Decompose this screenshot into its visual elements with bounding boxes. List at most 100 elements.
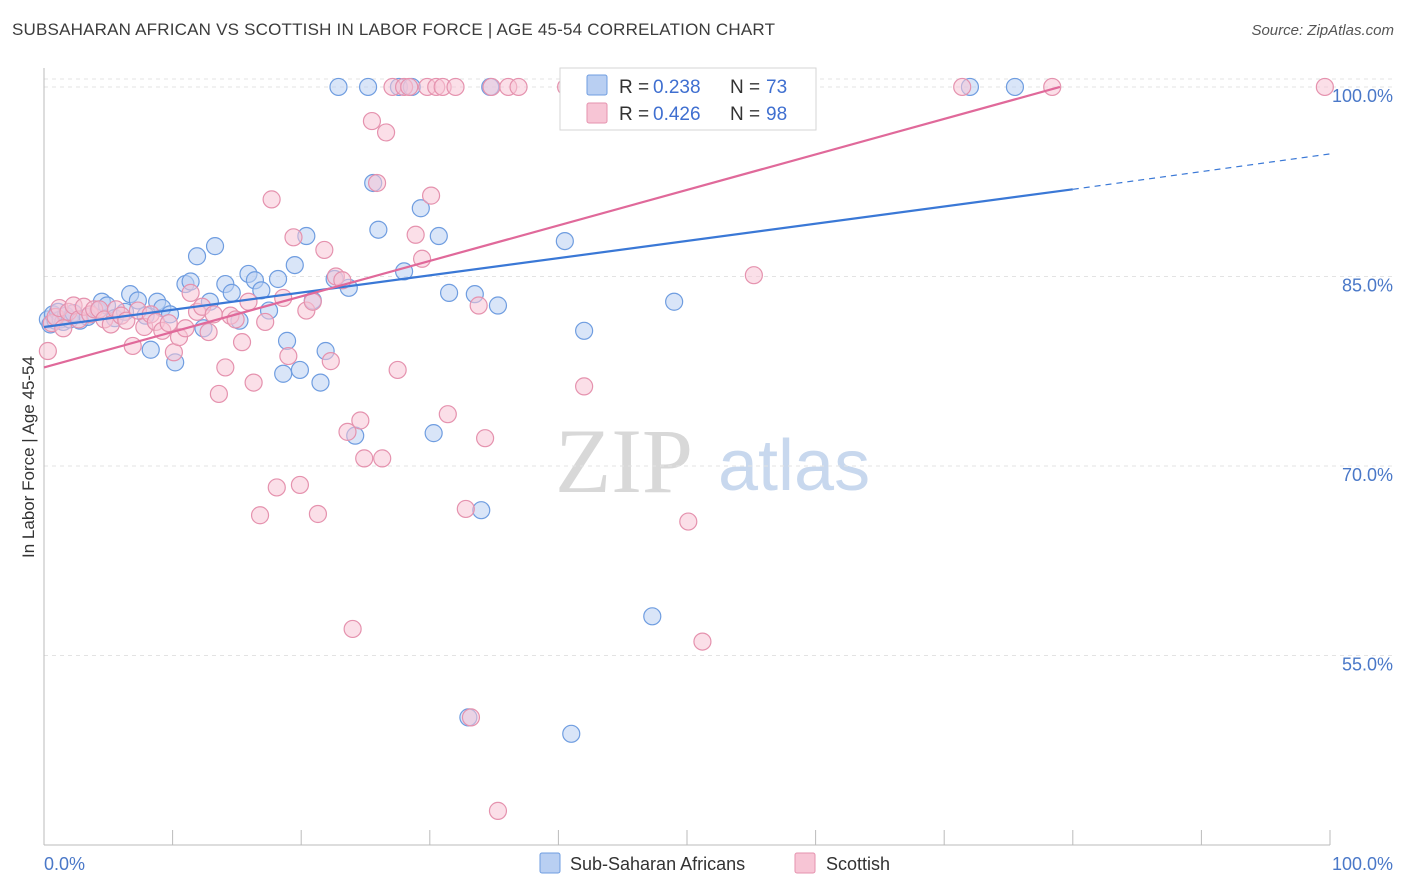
data-point [679,512,698,531]
stats-n-label-1: N = [730,77,760,98]
data-point [284,228,303,247]
data-point [421,186,441,205]
data-point [274,364,293,383]
y-tick-label: 85.0% [1342,275,1393,295]
data-point [343,619,362,639]
data-point [488,801,508,820]
data-point [1005,77,1025,97]
data-point [164,343,183,362]
data-point [406,225,425,244]
data-point [159,314,178,333]
stats-legend-swatch-blue [586,74,608,96]
data-point [575,321,594,340]
data-point [388,360,407,380]
source-label: Source: ZipAtlas.com [1251,22,1394,39]
data-point [181,283,200,302]
data-point [509,77,528,97]
data-point [488,296,508,315]
series-legend: Sub-Saharan Africans Scottish [539,852,890,874]
stats-n-value-1: 73 [766,77,787,98]
data-point [279,346,298,366]
data-point [250,506,270,525]
data-point [355,449,374,468]
data-point [285,255,304,275]
data-point [262,190,281,209]
data-point [446,77,465,97]
data-point [308,504,328,524]
data-point [439,283,459,302]
data-point [141,340,160,359]
legend-label-scottish: Scottish [826,854,890,874]
watermark: ZIP atlas [555,410,870,512]
y-tick-label: 55.0% [1342,654,1393,674]
data-point [351,411,370,430]
data-point [953,77,972,97]
data-point [311,373,330,392]
data-point [744,266,763,285]
data-point [38,341,57,361]
data-point [424,424,443,443]
y-tick-label: 70.0% [1342,465,1393,485]
data-point [123,336,142,356]
data-point [256,312,275,332]
gridlines [44,78,1393,656]
data-point [338,422,357,441]
y-axis-title: In Labor Force | Age 45-54 [19,356,38,558]
data-point [362,111,382,131]
x-tick-label-max: 100.0% [1332,854,1393,874]
data-point [290,360,310,380]
data-point [412,249,432,268]
stats-n-label-2: N = [730,104,760,125]
data-point [562,724,581,743]
data-point [205,237,225,256]
data-point [475,429,495,448]
data-point [367,173,387,193]
data-point [54,319,73,338]
data-point [575,377,594,396]
data-point [216,358,235,377]
data-point [268,269,288,289]
legend-swatch-sub-saharan [539,852,561,874]
data-point [369,220,388,239]
data-point [222,283,241,302]
data-point [461,708,481,727]
chart-title: SUBSAHARAN AFRICAN VS SCOTTISH IN LABOR … [12,20,776,39]
data-point [376,123,396,142]
data-point [411,199,430,218]
data-point [438,405,457,424]
data-point [472,501,491,520]
data-point [315,240,334,260]
data-point [277,331,297,350]
data-point [244,373,263,392]
data-point [290,475,310,495]
data-point [400,77,419,97]
data-point [209,384,228,404]
stats-r-value-1: 0.238 [653,77,701,98]
watermark-zip: ZIP [555,410,693,512]
stats-r-label-2: R = [619,104,649,125]
data-point [373,449,392,468]
data-point [555,231,574,251]
stats-r-value-2: 0.426 [653,104,701,125]
data-point [239,292,258,311]
data-point [665,292,684,311]
trendline-sub-saharan-extension [1072,153,1331,190]
data-point [693,632,712,651]
x-ticks [43,830,1331,845]
data-point [187,247,207,266]
y-tick-labels: 55.0% 70.0% 85.0% 100.0% [1332,86,1393,675]
x-tick-label-min: 0.0% [44,854,85,874]
data-point [358,77,378,97]
data-point [321,352,340,371]
data-point [199,322,218,342]
data-point [232,333,252,352]
trendlines [43,85,1331,369]
data-point [429,226,448,246]
data-point [329,77,348,97]
stats-legend: R = 0.238 N = 73 R = 0.426 N = 98 [559,67,817,131]
data-point [267,478,286,497]
legend-label-sub-saharan: Sub-Saharan Africans [570,854,745,874]
y-tick-label: 100.0% [1332,86,1393,106]
trendline-scottish [43,85,1061,369]
